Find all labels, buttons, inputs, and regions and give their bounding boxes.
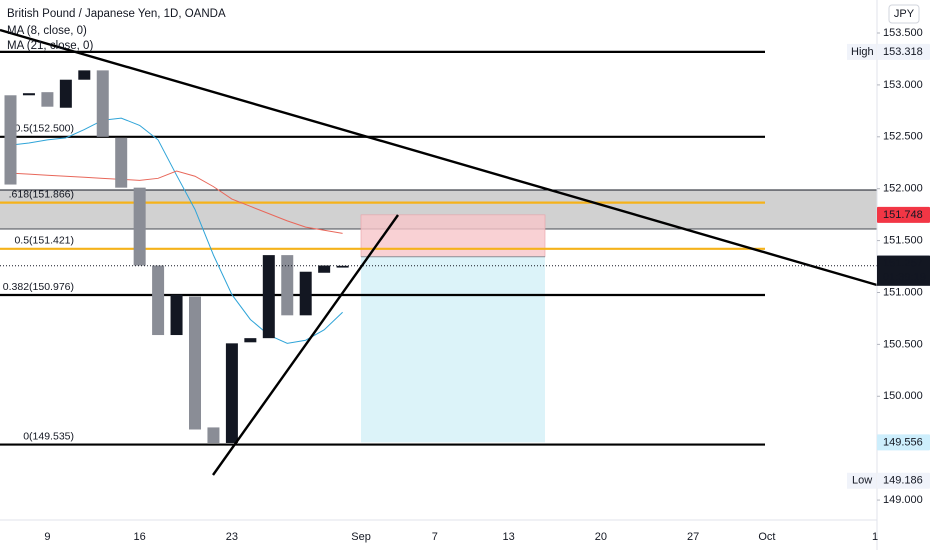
stop-price: 151.748 (883, 209, 923, 221)
y-tick-label: 151.000 (883, 286, 923, 298)
x-tick-label: Oct (758, 531, 775, 543)
stop-price-box (877, 206, 930, 223)
y-tick-label: 153.500 (883, 27, 923, 39)
last-price-box (877, 255, 930, 286)
indicator-label: MA (21, close, 0) (7, 40, 93, 52)
x-tick-label: 16 (134, 531, 146, 543)
indicator-label: MA (8, close, 0) (7, 25, 87, 37)
candle-body (78, 70, 91, 80)
level-label: 0.382(150.976) (3, 281, 74, 293)
low-tag: Low (852, 475, 872, 487)
candle-body (281, 255, 294, 316)
candle-body (189, 296, 201, 430)
moving-average (10, 170, 343, 234)
candle-body (4, 95, 17, 185)
low-tag-box (847, 472, 876, 489)
target-price-box (877, 434, 930, 451)
high-tag: High (851, 46, 874, 58)
candle-body (170, 294, 183, 336)
low-price-box (877, 472, 930, 489)
x-tick-label: 9 (44, 531, 50, 543)
candle-body (22, 93, 35, 96)
trendline (0, 28, 878, 287)
x-tick-label: 1 (872, 531, 878, 543)
chart-title: British Pound / Japanese Yen, 1D, OANDA (7, 8, 226, 20)
candle-body (152, 265, 165, 336)
x-tick-label: 13 (503, 531, 515, 543)
candle-body (96, 70, 109, 137)
candle-body (41, 92, 54, 107)
y-tick-label: 153.000 (883, 79, 923, 91)
y-tick-label: 151.500 (883, 234, 923, 246)
last-price: 151.257 (883, 258, 923, 270)
x-tick-label: Sep (351, 531, 371, 543)
countdown: 01:39:19 (883, 272, 926, 284)
candle-body (244, 338, 257, 343)
candle-body (207, 427, 220, 443)
currency-box (888, 4, 920, 24)
high-price-box (877, 43, 930, 60)
x-tick-label: 23 (226, 531, 238, 543)
high-price: 153.318 (883, 46, 923, 58)
trendline (212, 214, 399, 476)
y-tick-label: 150.500 (883, 338, 923, 350)
level-label: 0(149.535) (23, 430, 74, 442)
candle-body (133, 187, 146, 266)
y-tick-label: 152.500 (883, 131, 923, 143)
level-label: 0.5(152.500) (14, 123, 74, 135)
x-tick-label: 7 (432, 531, 438, 543)
low-price: 149.186 (883, 475, 923, 487)
currency: JPY (894, 8, 915, 20)
y-tick-label: 150.000 (883, 390, 923, 402)
moving-average (10, 117, 343, 344)
candle-body (225, 343, 238, 443)
candle-body (318, 265, 331, 273)
candle-body (115, 137, 128, 188)
candle-body (262, 255, 275, 339)
high-tag-box (847, 43, 876, 60)
target-area (361, 256, 545, 443)
y-tick-label: 149.000 (883, 494, 923, 506)
level-label: .618(151.866) (9, 188, 74, 200)
stop-area (360, 214, 546, 258)
level-label: 0.5(151.421) (14, 235, 74, 247)
candle-body (336, 265, 349, 268)
candle-body (299, 271, 312, 316)
x-tick-label: 20 (595, 531, 607, 543)
x-tick-label: 27 (687, 531, 699, 543)
candle-body (59, 79, 72, 108)
y-tick-label: 152.000 (883, 183, 923, 195)
target-price: 149.556 (883, 436, 923, 448)
